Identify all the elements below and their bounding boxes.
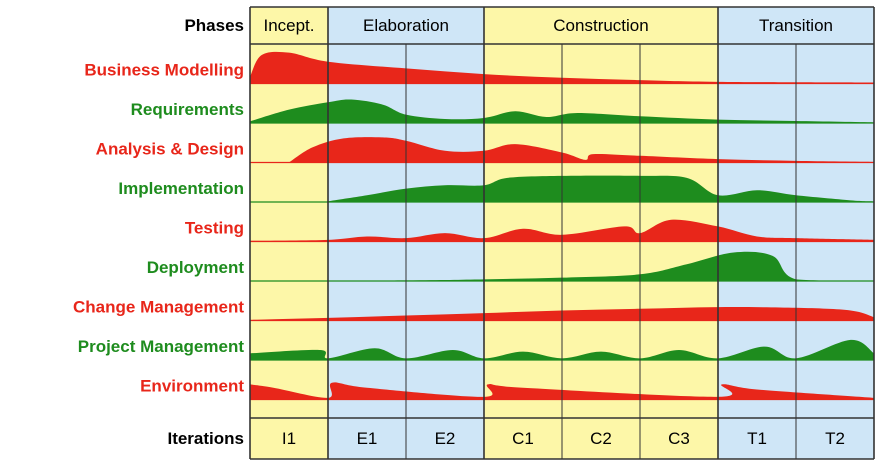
- grid-lines: [249, 6, 875, 460]
- iteration-label: I1: [282, 429, 296, 448]
- phases-label: Phases: [184, 16, 244, 35]
- discipline-label: Testing: [185, 219, 244, 238]
- iteration-label: T2: [825, 429, 845, 448]
- iteration-label: E1: [357, 429, 378, 448]
- phase-name: Incept.: [263, 16, 314, 35]
- phase-name: Elaboration: [363, 16, 449, 35]
- discipline-label: Change Management: [73, 298, 244, 317]
- discipline-curve: [328, 175, 874, 202]
- discipline-label: Analysis & Design: [96, 140, 244, 159]
- discipline-label: Implementation: [118, 179, 244, 198]
- discipline-label: Requirements: [131, 100, 244, 119]
- discipline-labels: Phases Iterations Business Modelling Requ…: [73, 16, 244, 448]
- discipline-label: Project Management: [78, 337, 245, 356]
- discipline-curve: [289, 137, 874, 163]
- iterations-label: Iterations: [167, 429, 244, 448]
- phase-name: Construction: [553, 16, 648, 35]
- iteration-label: C1: [512, 429, 534, 448]
- iteration-label: C2: [590, 429, 612, 448]
- discipline-curve: [250, 339, 874, 360]
- iteration-footer: I1 E1 E2 C1 C2 C3 T1 T2: [282, 429, 845, 448]
- iteration-label: E2: [435, 429, 456, 448]
- phase-header: Incept. Elaboration Construction Transition: [263, 16, 833, 35]
- iteration-label: C3: [668, 429, 690, 448]
- discipline-label: Deployment: [147, 258, 245, 277]
- discipline-label: Business Modelling: [84, 61, 244, 80]
- phase-name: Transition: [759, 16, 833, 35]
- discipline-label: Environment: [140, 377, 244, 396]
- iteration-label: T1: [747, 429, 767, 448]
